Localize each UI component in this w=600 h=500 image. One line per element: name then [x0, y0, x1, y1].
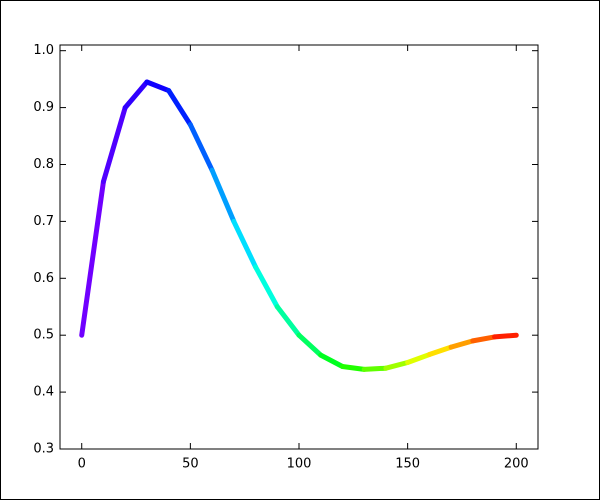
x-tick-label: 150	[395, 457, 420, 472]
line-segment	[166, 88, 193, 128]
line-segment	[122, 79, 150, 111]
y-tick-label: 1.0	[33, 43, 54, 58]
line-segment	[209, 167, 237, 224]
plot-frame	[59, 44, 539, 450]
line-segment	[426, 344, 454, 358]
line-segment	[231, 218, 259, 270]
x-tick-label: 100	[287, 457, 312, 472]
line-segment	[274, 304, 302, 338]
line-segment	[383, 360, 411, 371]
line-segment	[253, 264, 280, 310]
line-segment	[448, 338, 476, 350]
y-tick-label: 0.7	[33, 214, 54, 229]
x-tick-label: 50	[182, 457, 199, 472]
y-tick-label: 0.5	[33, 328, 54, 343]
x-tick-label: 0	[78, 457, 86, 472]
line-segment	[405, 352, 432, 366]
y-tick-label: 0.9	[33, 100, 54, 115]
y-tick-label: 0.3	[33, 442, 54, 457]
y-tick-label: 0.6	[33, 271, 54, 286]
line-segment	[361, 365, 389, 372]
line-segment	[144, 79, 172, 94]
line-segment	[492, 332, 519, 340]
y-tick-label: 0.4	[33, 385, 54, 400]
line-segment	[470, 334, 498, 344]
x-tick-label: 200	[504, 457, 529, 472]
y-tick-label: 0.8	[33, 157, 54, 172]
line-segment	[100, 105, 128, 185]
line-segment	[79, 179, 106, 338]
line-segment	[318, 352, 345, 369]
line-segment	[296, 332, 324, 358]
line-segment	[339, 363, 367, 372]
line-segment	[187, 122, 215, 173]
